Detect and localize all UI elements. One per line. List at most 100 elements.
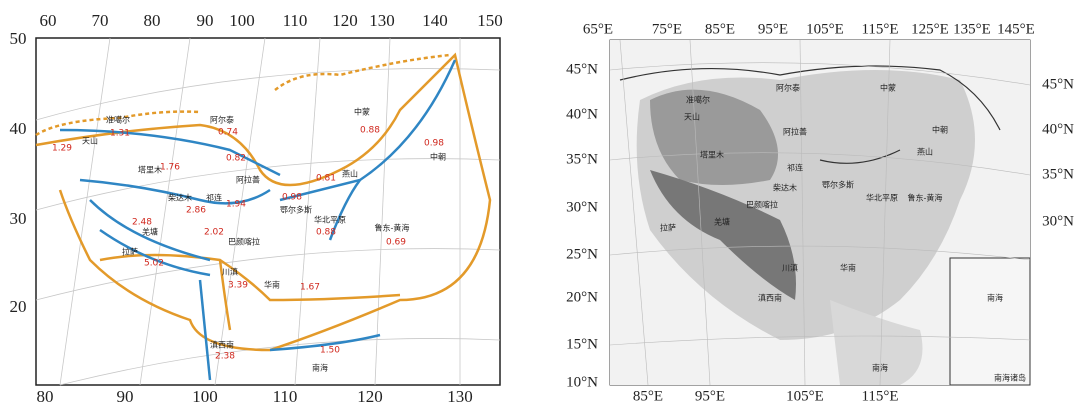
value-label: 2.48: [132, 218, 152, 228]
place-label: 燕山: [342, 169, 358, 179]
place-label: 拉萨: [122, 247, 138, 257]
zone-dark: [650, 170, 796, 300]
place-label: 鄂尔多斯: [822, 180, 854, 190]
place-label: 巴颜喀拉: [746, 200, 778, 210]
place-label: 鲁东-黄海: [908, 193, 943, 203]
place-label: 巴颜喀拉: [228, 237, 260, 247]
axis-label: 85°E: [633, 388, 663, 404]
axis-label: 80: [37, 387, 54, 406]
value-label: 0.74: [218, 128, 238, 138]
axis-label: 25°N: [566, 246, 598, 262]
axis-label: 110: [273, 387, 298, 406]
place-label: 燕山: [917, 147, 933, 157]
axis-label: 115°E: [861, 21, 898, 37]
value-label: 3.39: [228, 281, 248, 291]
place-label: 南海: [987, 293, 1003, 303]
place-label: 柴达木: [168, 193, 192, 203]
place-label: 塔里木: [700, 150, 724, 160]
axis-label: 130: [369, 11, 395, 30]
value-label: 0.98: [282, 193, 302, 203]
value-label: 1.94: [226, 200, 246, 210]
place-label: 滇西南: [758, 293, 782, 303]
place-label: 中蒙: [880, 83, 896, 93]
place-label: 华北平原: [314, 215, 346, 225]
place-label: 阿尔泰: [776, 83, 800, 93]
axis-label: 20°N: [566, 289, 598, 305]
axis-label: 70: [92, 11, 109, 30]
axis-label: 95°E: [695, 388, 725, 404]
place-label: 中蒙: [354, 107, 370, 117]
place-label: 祁连: [787, 163, 803, 173]
axis-label: 75°E: [652, 21, 682, 37]
place-label: 阿拉善: [783, 127, 807, 137]
value-label: 0.98: [424, 139, 444, 149]
right-borders: [619, 65, 1001, 164]
place-label: 华南: [264, 280, 280, 290]
place-label: 南海诸岛: [994, 373, 1026, 383]
axis-label: 30°N: [566, 199, 598, 215]
place-label: 准噶尔: [686, 95, 710, 105]
inset-frame: [949, 257, 1031, 386]
value-label: 2.38: [215, 352, 235, 362]
axis-label: 10°N: [566, 374, 598, 390]
place-label: 中朝: [932, 125, 948, 135]
axis-label: 20: [10, 297, 27, 316]
value-label: 0.88: [316, 228, 336, 238]
axis-label: 40°N: [1042, 121, 1074, 137]
place-label: 祁连: [206, 193, 222, 203]
place-label: 滇西南: [210, 340, 234, 350]
axis-label: 15°N: [566, 336, 598, 352]
axis-label: 60: [40, 11, 57, 30]
axis-label: 100: [192, 387, 218, 406]
left-map: [35, 37, 501, 386]
axis-label: 90: [117, 387, 134, 406]
value-label: 0.88: [360, 126, 380, 136]
axis-label: 80: [144, 11, 161, 30]
place-label: 鄂尔多斯: [280, 205, 312, 215]
value-label: 1.50: [320, 346, 340, 356]
place-label: 天山: [684, 112, 700, 122]
axis-label: 30: [10, 209, 27, 228]
place-label: 柴达木: [773, 183, 797, 193]
place-label: 拉萨: [660, 223, 676, 233]
axis-label: 120: [332, 11, 358, 30]
axis-label: 105°E: [806, 21, 844, 37]
axis-label: 40: [10, 119, 27, 138]
place-label: 阿拉善: [236, 175, 260, 185]
axis-label: 125°E: [911, 21, 949, 37]
value-label: 1.31: [110, 129, 130, 139]
place-label: 川滇: [222, 267, 238, 277]
place-label: 羌塘: [142, 227, 158, 237]
axis-label: 65°E: [583, 21, 613, 37]
axis-label: 150: [477, 11, 503, 30]
axis-label: 85°E: [705, 21, 735, 37]
left-frame: [35, 37, 501, 386]
place-label: 南海: [872, 363, 888, 373]
axis-label: 95°E: [758, 21, 788, 37]
place-label: 川滇: [782, 263, 798, 273]
axis-label: 45°N: [1042, 76, 1074, 92]
place-label: 中朝: [430, 152, 446, 162]
axis-label: 40°N: [566, 106, 598, 122]
axis-label: 140: [422, 11, 448, 30]
place-label: 羌塘: [714, 217, 730, 227]
place-label: 塔里木: [138, 165, 162, 175]
axis-label: 120: [357, 387, 383, 406]
place-label: 华南: [840, 263, 856, 273]
right-graticule: [609, 39, 1031, 386]
axis-label: 105°E: [786, 388, 824, 404]
axis-label: 45°N: [566, 61, 598, 77]
axis-label: 135°E: [953, 21, 991, 37]
place-label: 天山: [82, 136, 98, 146]
axis-label: 130: [447, 387, 473, 406]
axis-label: 100: [229, 11, 255, 30]
place-label: 准噶尔: [106, 115, 130, 125]
left-rivers: [59, 59, 457, 381]
right-map: [609, 39, 1031, 386]
zone-mid: [650, 89, 778, 185]
axis-label: 50: [10, 29, 27, 48]
value-label: 2.02: [204, 228, 224, 238]
place-label: 南海: [312, 363, 328, 373]
value-label: 2.86: [186, 206, 206, 216]
